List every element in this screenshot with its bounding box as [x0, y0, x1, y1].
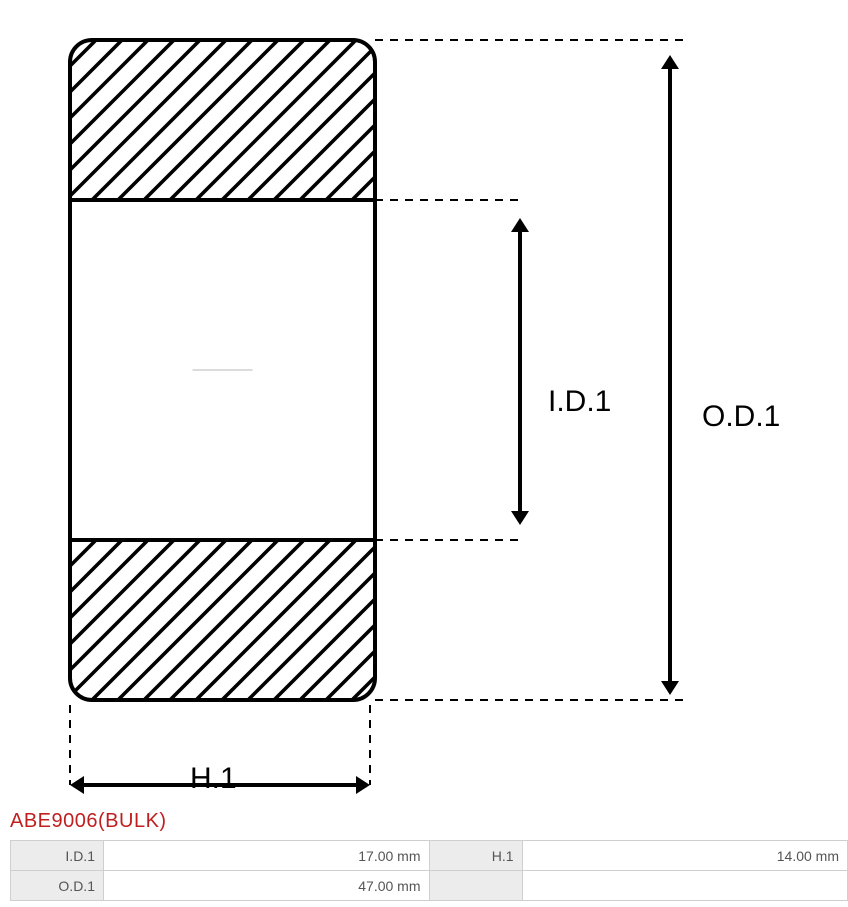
- part-number-title: ABE9006(BULK): [10, 810, 167, 833]
- diagram-area: H.1 I.D.1 O.D.1: [0, 0, 848, 800]
- table-row: I.D.1 17.00 mm H.1 14.00 mm: [11, 841, 848, 871]
- dim-label-od1: O.D.1: [702, 400, 780, 434]
- spec-key: [429, 871, 522, 901]
- spec-key: O.D.1: [11, 871, 104, 901]
- spec-key: I.D.1: [11, 841, 104, 871]
- spec-table: I.D.1 17.00 mm H.1 14.00 mm O.D.1 47.00 …: [10, 840, 848, 901]
- spec-key: H.1: [429, 841, 522, 871]
- spec-value: 14.00 mm: [522, 841, 848, 871]
- table-row: O.D.1 47.00 mm: [11, 871, 848, 901]
- spec-value: [522, 871, 848, 901]
- spec-value: 47.00 mm: [104, 871, 430, 901]
- dim-label-id1: I.D.1: [548, 385, 611, 419]
- spec-value: 17.00 mm: [104, 841, 430, 871]
- dim-label-h1: H.1: [190, 762, 237, 796]
